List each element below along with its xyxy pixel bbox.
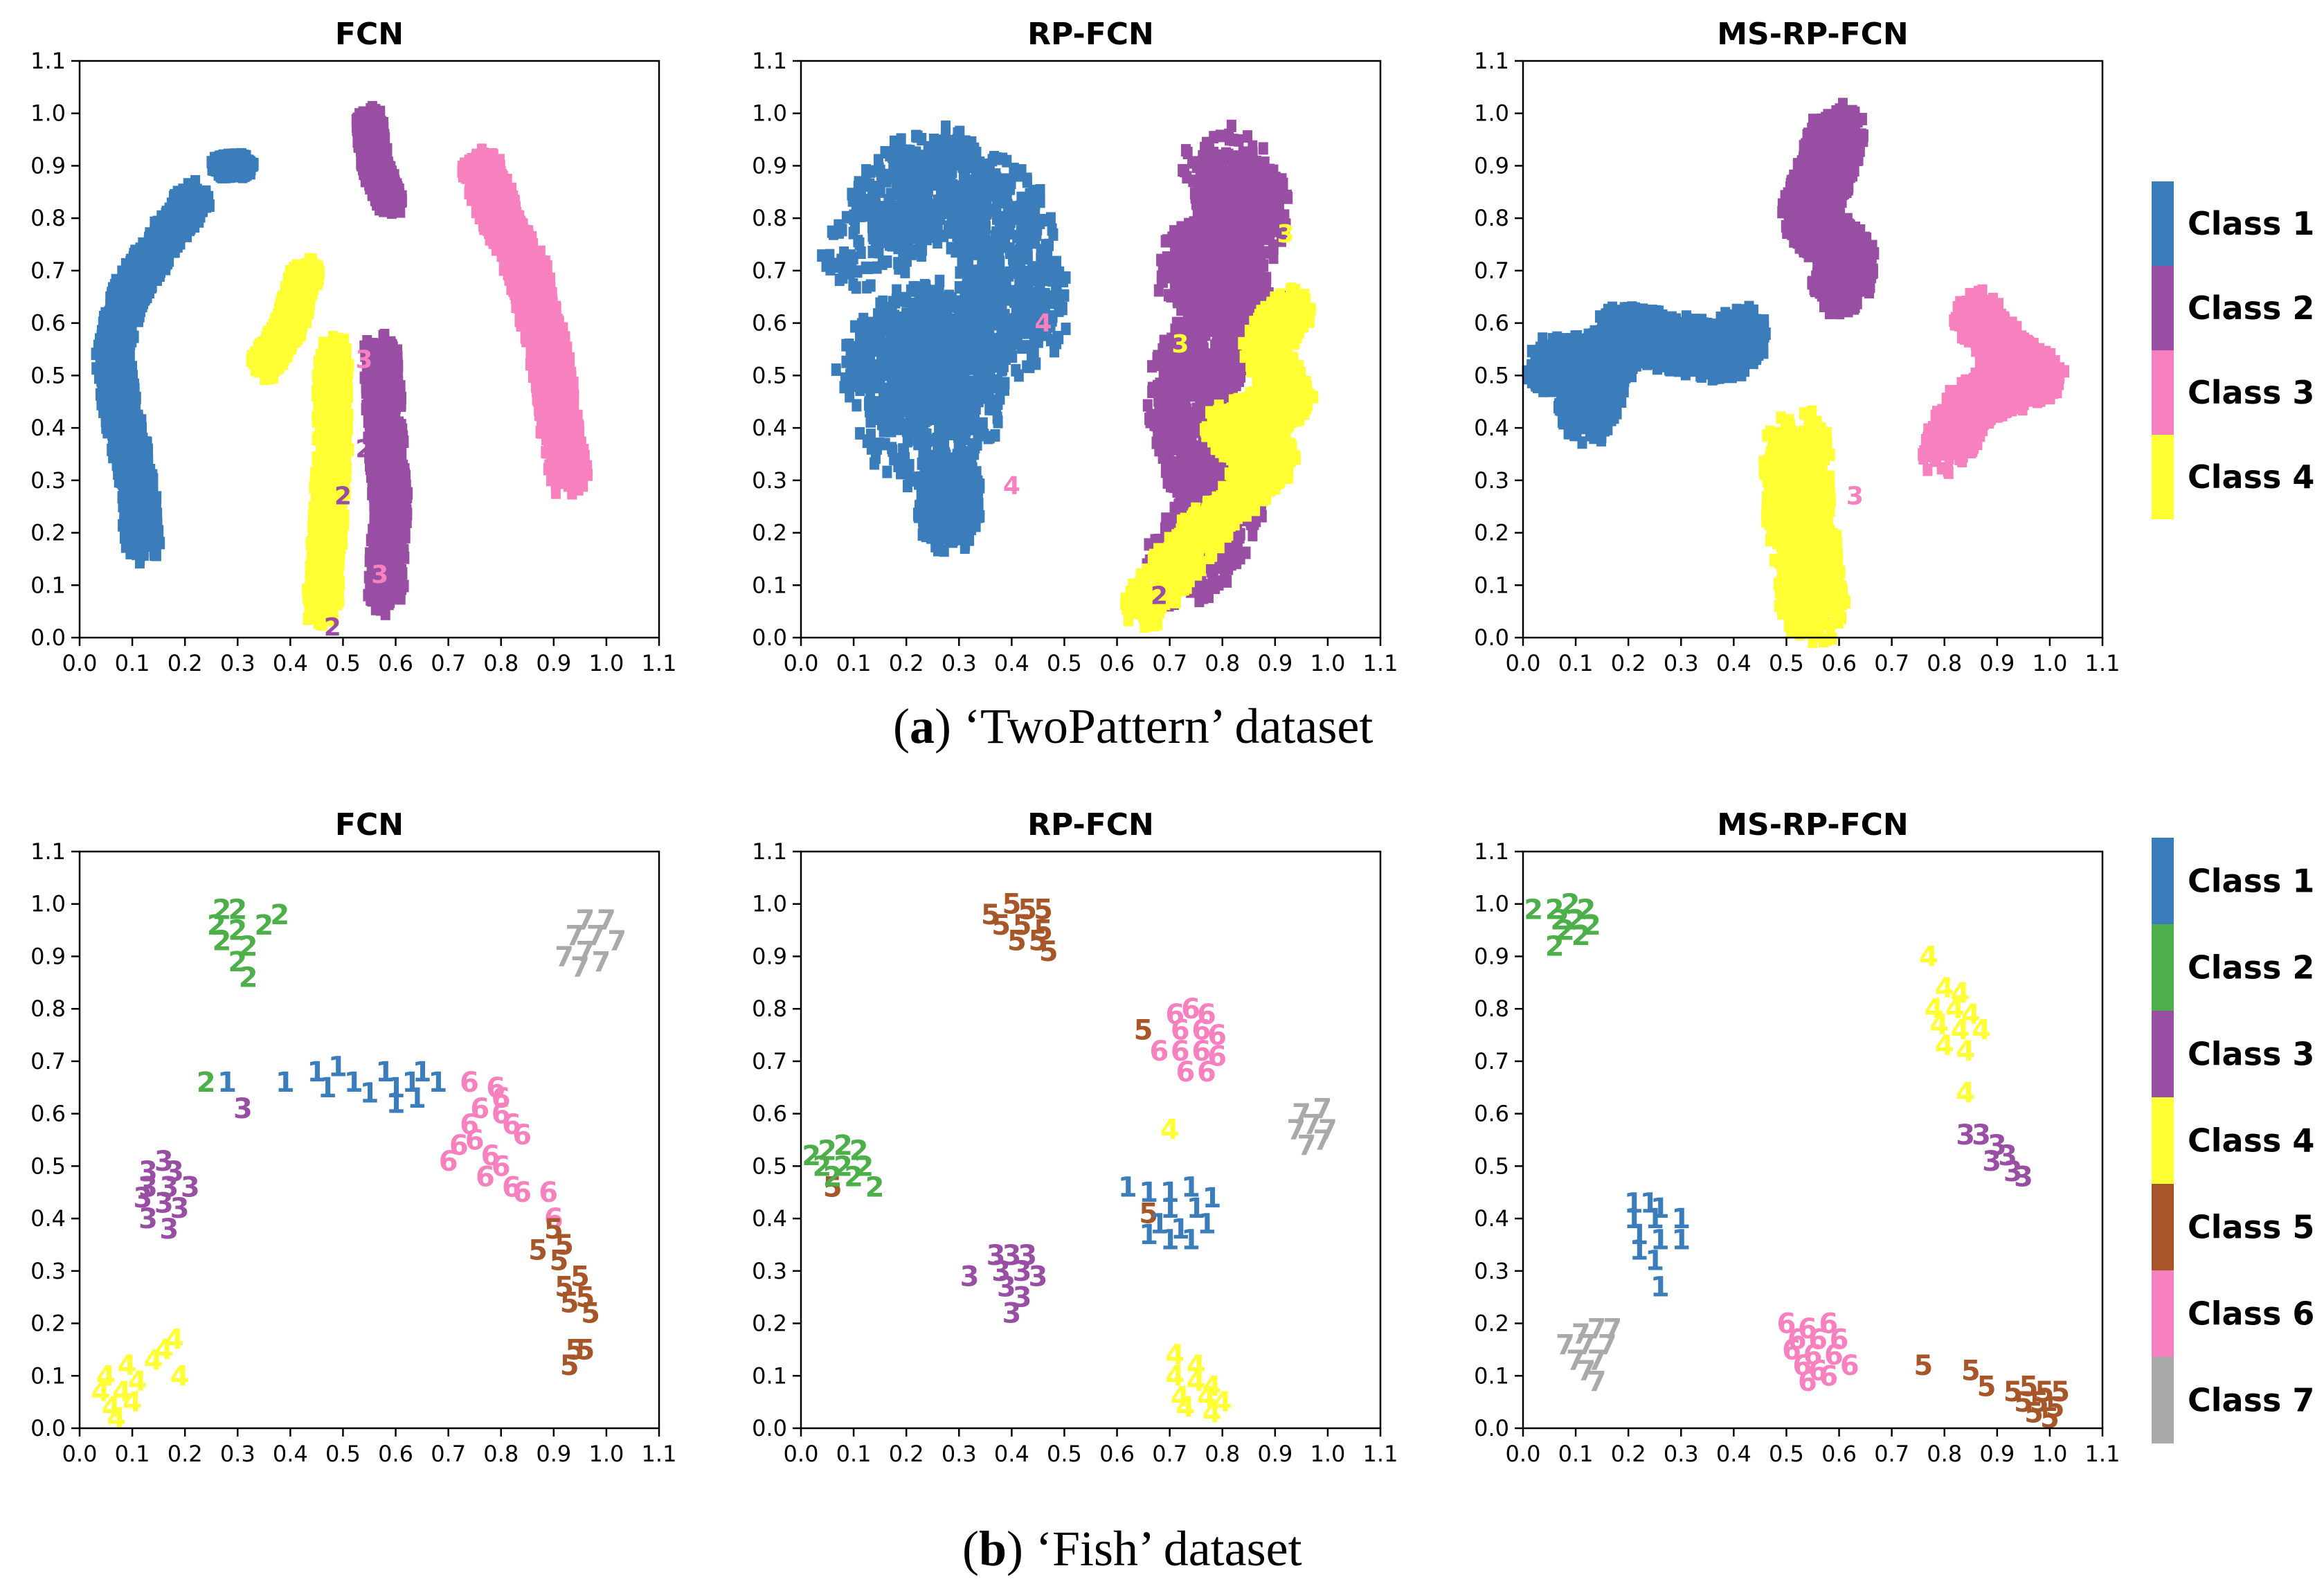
cloud-point-class-4 (307, 510, 318, 523)
cloud-point-class-1 (111, 458, 122, 471)
cloud-point-class-4 (333, 332, 343, 345)
cloud-point-class-1 (143, 255, 153, 269)
cloud-point-class-4 (343, 420, 353, 433)
cloud-point-class-4 (316, 503, 327, 516)
cloud-point-class-4 (314, 425, 325, 438)
cloud-point-class-1 (215, 159, 226, 172)
cloud-point-class-1 (138, 499, 149, 512)
cloud-point-class-4 (323, 375, 333, 388)
cloud-point-class-4 (295, 265, 305, 278)
cloud-point-class-4 (333, 433, 343, 446)
cloud-point-class-1 (143, 481, 153, 494)
cloud-point-class-1 (111, 358, 122, 371)
cloud-point-class-1 (152, 231, 163, 244)
cloud-point-class-1 (224, 163, 235, 176)
cloud-point-class-1 (192, 196, 202, 209)
cloud-point-class-1 (116, 440, 127, 453)
cloud-point-class-4 (337, 517, 348, 530)
cloud-point-class-2 (376, 127, 386, 140)
subplot-twopattern-0: FCN322320.00.00.10.10.20.20.30.30.40.40.… (30, 17, 676, 676)
cloud-point-class-4 (325, 416, 335, 429)
cloud-point-class-4 (316, 457, 326, 470)
cloud-point-class-2 (372, 186, 383, 199)
cloud-point-class-1 (172, 190, 182, 203)
cloud-point-class-1 (111, 371, 121, 384)
cloud-point-class-4 (298, 316, 308, 329)
cloud-point-class-4 (332, 531, 343, 544)
cloud-point-class-1 (96, 330, 107, 343)
cloud-point-class-1 (190, 219, 200, 233)
cloud-point-class-1 (152, 507, 163, 521)
cloud-point-class-4 (289, 335, 299, 348)
cloud-point-class-1 (134, 539, 144, 552)
cloud-point-class-2 (363, 134, 373, 147)
cloud-point-class-1 (183, 190, 194, 204)
cloud-point-class-2 (372, 111, 382, 125)
cloud-point-class-1 (120, 379, 130, 392)
cloud-point-class-1 (125, 532, 136, 545)
cloud-point-class-1 (120, 334, 130, 348)
cloud-point-class-1 (107, 336, 118, 350)
cloud-point-class-2 (362, 170, 372, 183)
cloud-point-class-1 (132, 252, 142, 265)
cloud-point-class-1 (170, 232, 180, 245)
cloud-point-class-1 (133, 309, 143, 322)
cloud-point-class-4 (324, 586, 334, 600)
cloud-point-class-1 (181, 205, 191, 218)
cloud-point-class-4 (341, 361, 352, 375)
cloud-point-class-1 (136, 439, 147, 452)
cloud-point-class-4 (330, 573, 340, 586)
cloud-point-class-1 (204, 199, 215, 213)
cloud-point-class-4 (281, 300, 291, 313)
cloud-point-class-4 (322, 602, 332, 615)
cloud-point-class-4 (309, 267, 320, 280)
cloud-point-class-2 (384, 171, 394, 184)
cloud-point-class-4 (258, 360, 269, 373)
cloud-point-class-4 (326, 552, 336, 566)
cloud-point-class-1 (106, 383, 116, 396)
cloud-point-class-1 (127, 420, 138, 433)
cloud-point-class-4 (283, 279, 294, 292)
cloud-point-class-1 (111, 289, 122, 302)
plot-area: FCN322320.00.00.10.10.20.20.30.30.40.40.… (30, 17, 2120, 1467)
cloud-point-class-1 (137, 285, 147, 298)
cloud-point-class-2 (359, 145, 369, 158)
cloud-point-class-1 (127, 282, 137, 295)
cloud-point-class-4 (321, 385, 332, 398)
cloud-point-class-4 (334, 399, 345, 412)
cloud-point-class-4 (316, 354, 327, 368)
cloud-point-class-4 (316, 570, 327, 583)
cloud-point-class-1 (97, 388, 107, 401)
cloud-point-class-4 (307, 589, 317, 602)
cloud-point-class-4 (308, 606, 318, 619)
cloud-point-class-4 (276, 342, 287, 355)
cloud-point-class-1 (111, 317, 121, 330)
cloud-point-class-2 (379, 204, 389, 217)
cloud-point-class-1 (125, 467, 136, 480)
cloud-point-class-1 (152, 273, 162, 287)
cloud-point-class-2 (374, 161, 384, 174)
cloud-point-class-1 (161, 251, 171, 264)
cloud-point-class-4 (334, 458, 345, 471)
cloud-point-class-4 (343, 382, 353, 395)
cloud-point-class-2 (358, 119, 368, 132)
cloud-point-class-1 (161, 207, 171, 220)
cloud-point-class-4 (299, 301, 309, 314)
cloud-point-class-4 (260, 341, 270, 354)
cloud-point-class-4 (312, 483, 323, 496)
cloud-point-class-2 (372, 175, 382, 188)
cloud-point-class-1 (103, 406, 114, 419)
cloud-point-class-1 (122, 271, 132, 284)
cloud-point-class-4 (322, 537, 332, 550)
cloud-point-class-1 (120, 390, 131, 403)
cloud-point-class-4 (321, 516, 332, 530)
cloud-point-class-1 (129, 519, 140, 532)
cloud-point-class-4 (248, 357, 258, 370)
cloud-point-class-4 (277, 320, 287, 333)
cloud-point-class-4 (300, 289, 311, 303)
cloud-point-class-1 (147, 533, 157, 546)
subplot-title: FCN (335, 17, 404, 52)
